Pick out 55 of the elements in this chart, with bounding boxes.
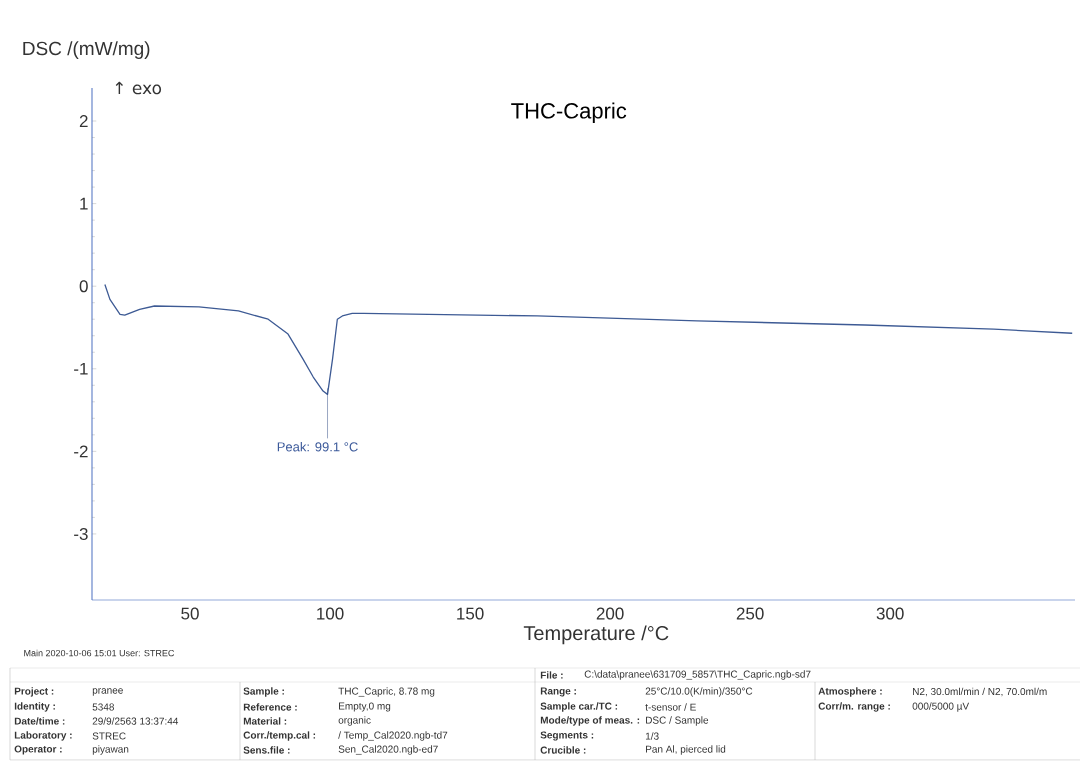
text: THC_Capric, 8.78 mg	[338, 687, 435, 697]
text: Sen_Cal2020.ngb-ed7	[338, 745, 438, 755]
text: N2, 30.0ml/min / N2, 70.0ml/m	[913, 687, 1047, 697]
annotation: ↑ exo	[115, 81, 162, 95]
text: 25°C/10.0(K/min)/350°C	[645, 687, 753, 697]
y-tick-label: 2	[79, 115, 88, 127]
text: Sample :	[243, 687, 284, 697]
text: Atmosphere :	[818, 687, 882, 697]
y-tick-label: -2	[74, 445, 88, 458]
x-tick-label: 100	[317, 607, 344, 620]
text: Pan Al, pierced lid	[646, 745, 726, 755]
text: 1/3	[645, 732, 659, 740]
text: Reference :	[243, 703, 297, 711]
text: THC-Capric	[511, 102, 627, 123]
text: Corr/m. range :	[818, 702, 890, 712]
text: 5348	[92, 703, 115, 711]
text: Laboratory :	[14, 731, 72, 741]
y-tick-label: 1	[80, 197, 88, 210]
text: Main 2020-10-06 15:01 User: STREC	[24, 649, 175, 657]
text: Empty,0 mg	[339, 702, 391, 712]
x-tick-label: 250	[736, 607, 764, 620]
y-axis-title: DSC /(mW/mg)	[23, 41, 150, 59]
text: Identity :	[14, 702, 55, 712]
annotation: Peak: 99.1 °C	[277, 441, 358, 452]
line-series	[104, 283, 1073, 396]
text: Range :	[540, 687, 576, 697]
y-tick-label: 0	[79, 280, 88, 293]
text: pranee	[92, 688, 123, 696]
y-tick-label: -1	[74, 362, 88, 375]
text: Operator :	[14, 745, 62, 755]
text: t-sensor / E	[645, 703, 696, 711]
text: 000/5000 µV	[912, 702, 970, 712]
text: Sample car./TC :	[540, 702, 618, 712]
x-tick-label: 150	[457, 607, 484, 620]
text: organic	[338, 716, 371, 726]
text: / Temp_Cal2020.ngb-td7	[338, 731, 448, 741]
text: STREC	[92, 732, 126, 740]
x-tick-label: 50	[181, 607, 199, 620]
text: Material :	[243, 717, 287, 725]
text: Project :	[14, 687, 54, 697]
text: File :	[540, 671, 563, 679]
text: Corr./temp.cal :	[243, 731, 316, 741]
x-tick-label: 200	[596, 607, 624, 620]
y-tick-label: -3	[74, 527, 88, 540]
text: Crucible :	[540, 746, 586, 754]
text: 29/9/2563 13:37:44	[92, 717, 179, 725]
text: Mode/type of meas. :	[540, 716, 640, 726]
x-axis-title: Temperature /°C	[523, 625, 669, 645]
text: piyawan	[92, 745, 129, 755]
x-tick-label: 300	[876, 607, 904, 620]
text: C:\data\pranee\631709_5857\THC_Capric.ngb-sd7	[584, 670, 811, 680]
text: DSC / Sample	[646, 716, 709, 726]
text: Sens.file :	[243, 746, 290, 754]
text: Date/time :	[14, 717, 65, 725]
text: Segments :	[540, 731, 594, 741]
